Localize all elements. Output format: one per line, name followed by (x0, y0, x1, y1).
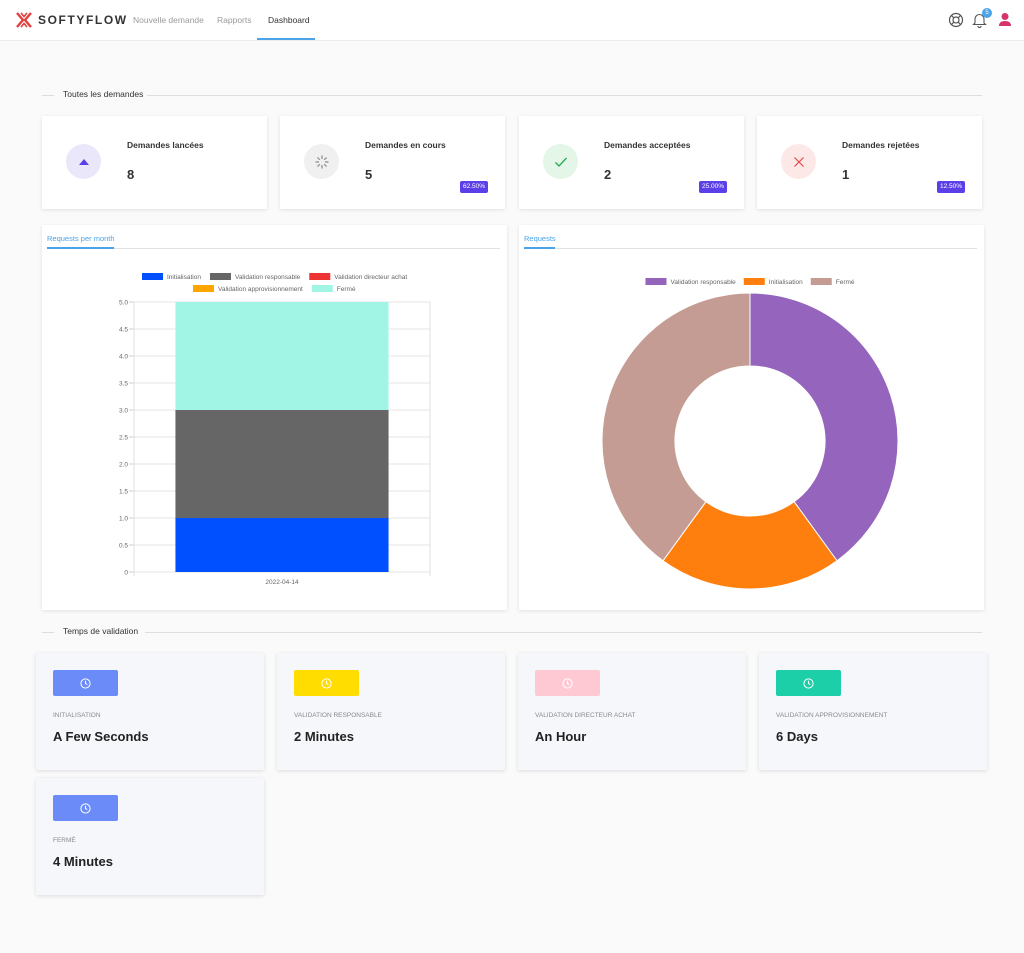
x-tick-label: 2022-04-14 (265, 579, 299, 586)
nav-rapports[interactable]: Rapports (217, 15, 252, 25)
validation-card-directeur-achat: Validation directeur achat An Hour (518, 653, 746, 770)
legend-label-1: Validation responsable (235, 274, 301, 281)
legend-label-3: Validation approvisionnement (218, 286, 303, 293)
stat-label: Demandes rejetées (842, 140, 920, 150)
donut-slice-0 (749, 292, 899, 562)
y-tick-label: 1.5 (119, 488, 128, 495)
validation-duration: An Hour (535, 729, 587, 744)
legend-label-1: Initialisation (769, 279, 803, 286)
legend-swatch-1 (209, 273, 231, 280)
validation-step-label: Validation directeur achat (535, 712, 636, 719)
donut-chart: Validation responsable Initialisation Ferm… (601, 278, 899, 590)
check-icon (543, 144, 578, 179)
y-tick-label: 4.5 (119, 326, 128, 333)
percent-badge: 12.50% (936, 181, 965, 193)
y-tick-label: 4.0 (119, 353, 128, 360)
clock-icon (294, 670, 359, 696)
donut-slice-2 (601, 292, 751, 562)
legend-swatch-2 (810, 278, 832, 285)
y-tick-label: 2.0 (119, 461, 128, 468)
stat-value: 8 (127, 167, 135, 182)
validation-card-initialisation: Initialisation A Few Seconds (36, 653, 264, 770)
legend-label-0: Validation responsable (670, 279, 736, 286)
validation-duration: 2 Minutes (294, 729, 354, 744)
tab-requests-per-month[interactable]: Requests per month (47, 234, 115, 243)
legend-label-4: Fermé (337, 286, 356, 293)
donut-legend: Validation responsable Initialisation Ferm… (645, 278, 855, 286)
percent-badge: 25.00% (698, 181, 727, 193)
clock-icon (53, 795, 118, 821)
y-tick-label: 5.0 (119, 299, 128, 306)
validation-duration: 6 Days (776, 729, 818, 744)
top-navbar: SOFTYFLOW Nouvelle demande Rapports Dash… (0, 0, 1024, 41)
stat-label: Demandes lancées (127, 140, 204, 150)
y-tick-label: 3.5 (119, 380, 128, 387)
stat-label: Demandes en cours (365, 140, 446, 150)
notification-count-badge: 5 (982, 8, 992, 18)
y-tick-label: 0 (124, 569, 128, 576)
spinner-icon (304, 144, 339, 179)
legend-swatch-0 (645, 278, 667, 285)
validation-card-responsable: Validation responsable 2 Minutes (277, 653, 505, 770)
legend-swatch-1 (743, 278, 765, 285)
stat-label: Demandes acceptées (604, 140, 691, 150)
percent-badge: 62.50% (459, 181, 488, 193)
tab-requests[interactable]: Requests (524, 234, 556, 243)
validation-duration: A Few Seconds (53, 729, 149, 744)
legend-label-0: Initialisation (167, 274, 201, 281)
stat-value: 5 (365, 167, 373, 182)
stat-card-launched: Demandes lancées 8 (42, 116, 267, 209)
validation-duration: 4 Minutes (53, 854, 113, 869)
legend-swatch-3 (193, 285, 214, 292)
y-tick-label: 3.0 (119, 407, 128, 414)
notification-bell-icon[interactable] (972, 12, 987, 33)
bar-segment-0 (175, 518, 389, 572)
validation-card-approvisionnement: Validation approvisionnement 6 Days (759, 653, 987, 770)
stat-card-accepted: Demandes acceptées 2 25.00% (519, 116, 744, 209)
bar-chart: Initialisation Validation responsable Vali… (119, 273, 431, 586)
nav-dashboard[interactable]: Dashboard (268, 15, 310, 25)
bar-segment-4 (175, 302, 389, 410)
legend-swatch-2 (309, 273, 331, 280)
help-lifebuoy-icon[interactable] (948, 12, 964, 33)
bar-segment-1 (175, 410, 389, 518)
clock-icon (776, 670, 841, 696)
legend-label-2: Validation directeur achat (334, 274, 407, 281)
stat-card-rejected: Demandes rejetées 1 12.50% (757, 116, 982, 209)
stat-card-in-progress: Demandes en cours 5 62.50% (280, 116, 505, 209)
legend-swatch-0 (142, 273, 163, 280)
brand-logo[interactable]: SOFTYFLOW (15, 11, 128, 29)
stat-value: 2 (604, 167, 612, 182)
brand-name: SOFTYFLOW (38, 13, 128, 27)
y-tick-label: 2.5 (119, 434, 128, 441)
user-avatar-icon[interactable] (998, 12, 1012, 32)
section-title-all-requests: Toutes les demandes (42, 89, 982, 101)
requests-per-month-panel: Requests per month Initialisation Validat… (42, 225, 507, 610)
y-tick-label: 0.5 (119, 542, 128, 549)
y-tick-label: 1.0 (119, 515, 128, 522)
validation-step-label: Validation responsable (294, 712, 382, 719)
clock-icon (53, 670, 118, 696)
active-nav-indicator (257, 38, 315, 40)
validation-card-ferme: Fermé 4 Minutes (36, 778, 264, 895)
validation-step-label: Fermé (53, 837, 76, 844)
nav-nouvelle-demande[interactable]: Nouvelle demande (133, 15, 204, 25)
triangle-up-icon (66, 144, 101, 179)
clock-icon (535, 670, 600, 696)
validation-step-label: Validation approvisionnement (776, 712, 888, 719)
stat-value: 1 (842, 167, 850, 182)
donut-slice-1 (662, 500, 838, 590)
close-icon (781, 144, 816, 179)
softyflow-logo-icon (16, 12, 32, 28)
requests-panel: Requests Validation responsable Initialis… (519, 225, 984, 610)
legend-swatch-4 (311, 285, 333, 292)
legend-label-2: Fermé (836, 279, 855, 286)
validation-step-label: Initialisation (53, 712, 101, 719)
section-title-validation-time: Temps de validation (42, 626, 982, 638)
